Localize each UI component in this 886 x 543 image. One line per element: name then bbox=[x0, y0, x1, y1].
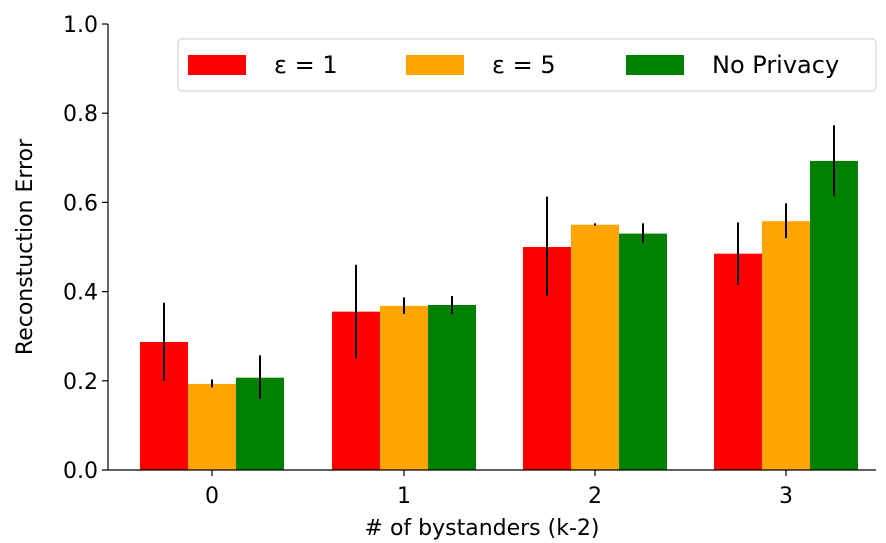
legend-swatch bbox=[406, 55, 464, 75]
bar-no-privacy-3 bbox=[810, 160, 858, 470]
y-axis-ticks: 0.0 0.2 0.4 0.6 0.8 1.0 bbox=[63, 13, 108, 484]
y-tick-label: 0.0 bbox=[63, 459, 98, 484]
bar--5-2 bbox=[571, 224, 619, 470]
axes bbox=[107, 24, 876, 471]
y-tick-label: 0.2 bbox=[63, 370, 98, 395]
y-tick-label: 0.8 bbox=[63, 102, 98, 127]
x-tick-label: 2 bbox=[588, 484, 602, 509]
y-tick-label: 0.4 bbox=[63, 281, 98, 306]
legend-label: ε = 5 bbox=[492, 51, 556, 79]
y-tick-label: 0.6 bbox=[63, 191, 98, 216]
y-axis-label: Reconstuction Error bbox=[13, 138, 38, 355]
bar--5-0 bbox=[188, 383, 236, 470]
bar--5-1 bbox=[380, 305, 428, 470]
bar-no-privacy-1 bbox=[428, 304, 476, 470]
bar--1-3 bbox=[714, 253, 762, 470]
x-axis-label: # of bystanders (k-2) bbox=[365, 516, 600, 541]
legend-label: No Privacy bbox=[712, 51, 839, 79]
x-tick-label: 0 bbox=[205, 484, 219, 509]
bar--5-3 bbox=[762, 221, 810, 470]
legend-label: ε = 1 bbox=[274, 51, 338, 79]
legend-swatch bbox=[626, 55, 684, 75]
x-tick-label: 1 bbox=[397, 484, 411, 509]
legend: ε = 1 ε = 5 No Privacy bbox=[177, 38, 877, 92]
x-tick-label: 3 bbox=[779, 484, 793, 509]
legend-swatch bbox=[188, 55, 246, 75]
y-tick-label: 1.0 bbox=[63, 13, 98, 38]
bar-no-privacy-2 bbox=[619, 233, 667, 470]
x-axis-ticks: 0 1 2 3 bbox=[205, 470, 793, 509]
legend-frame bbox=[177, 38, 877, 92]
bars bbox=[140, 160, 858, 470]
error-bars bbox=[163, 125, 835, 399]
